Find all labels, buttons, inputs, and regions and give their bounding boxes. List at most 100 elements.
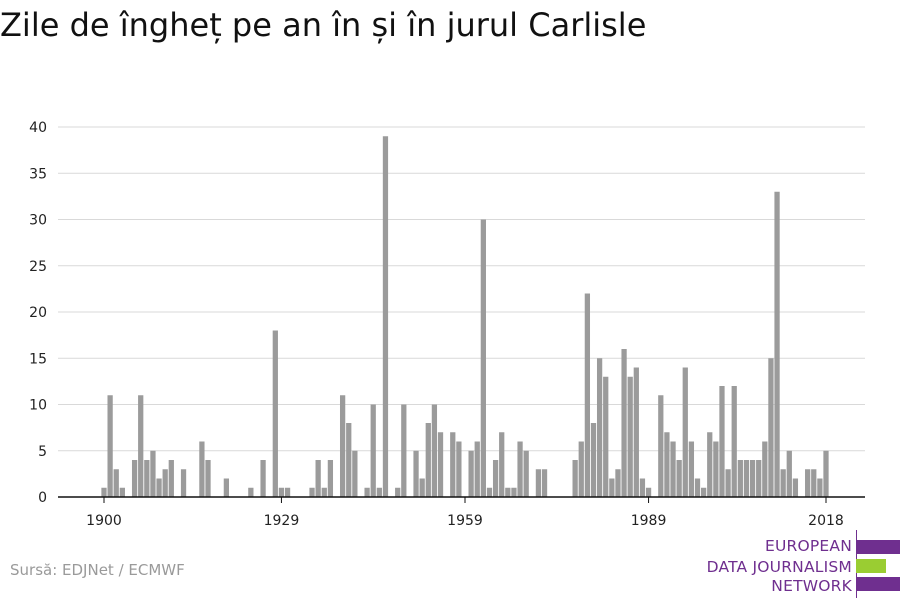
bar-1939 — [339, 395, 346, 497]
bar-1948 — [395, 487, 401, 497]
bar-1928 — [272, 330, 278, 497]
bar-1988 — [639, 478, 646, 497]
bar-1961 — [474, 441, 480, 497]
bar-1911 — [168, 460, 174, 497]
bar-1972 — [541, 469, 548, 497]
bar-1929 — [278, 487, 285, 497]
bar-chart: 0 5 10 15 20 25 30 35 40 1900 1929 1959 1989 2018 — [29, 120, 865, 529]
bar-1936 — [321, 487, 327, 497]
bar-1987 — [633, 367, 639, 497]
x-tick-label: 2018 — [808, 513, 844, 529]
bar-2001 — [719, 386, 725, 497]
bar-1993 — [670, 441, 676, 497]
bar-1920 — [223, 478, 230, 497]
bar-1999 — [707, 432, 713, 497]
bar-1903 — [119, 487, 125, 497]
bar-1952 — [419, 478, 425, 497]
logo-bar-top — [856, 540, 900, 554]
bar-2002 — [725, 469, 731, 497]
bar-1917 — [205, 460, 211, 497]
y-tick-label: 40 — [29, 120, 47, 136]
bar-1945 — [376, 487, 382, 497]
x-axis-ticks: 1900 1929 1959 1989 2018 — [86, 497, 844, 529]
bar-1934 — [309, 487, 315, 497]
y-tick-label: 30 — [29, 213, 47, 229]
chart-title: Zile de îngheț pe an în și în jurul Carl… — [0, 6, 647, 44]
bar-1992 — [664, 432, 670, 497]
bar-1977 — [572, 460, 578, 497]
bar-1937 — [327, 460, 334, 497]
bar-1953 — [425, 423, 431, 497]
bar-1969 — [523, 450, 529, 497]
bar-1968 — [517, 441, 523, 497]
bar-1924 — [248, 487, 254, 497]
bar-1997 — [694, 478, 701, 497]
x-tick-label: 1900 — [86, 513, 122, 529]
bar-1984 — [615, 469, 621, 497]
bar-1967 — [511, 487, 517, 497]
bar-2008 — [762, 441, 768, 497]
bar-2007 — [756, 460, 762, 497]
bar-1935 — [315, 460, 321, 497]
bar-2005 — [743, 460, 750, 497]
bar-1971 — [535, 469, 542, 497]
bar-1964 — [492, 460, 499, 497]
bar-2018 — [823, 450, 829, 497]
bar-1978 — [578, 441, 584, 497]
bar-2011 — [780, 469, 786, 497]
y-tick-label: 35 — [29, 166, 47, 182]
x-tick-label: 1989 — [631, 513, 667, 529]
bar-2015 — [805, 469, 811, 497]
y-tick-label: 25 — [29, 259, 47, 275]
bar-1962 — [480, 219, 486, 497]
bar-1994 — [676, 460, 682, 497]
bar-1963 — [486, 487, 493, 497]
bar-1910 — [162, 469, 168, 497]
y-tick-label: 0 — [38, 490, 47, 506]
bar-2006 — [749, 460, 756, 497]
bar-1958 — [456, 441, 462, 497]
bar-1960 — [468, 450, 474, 497]
edjnet-logo[interactable]: EUROPEAN DATA JOURNALISM NETWORK — [700, 528, 900, 600]
y-tick-label: 20 — [29, 305, 47, 321]
bar-2016 — [811, 469, 817, 497]
source-note: Sursă: EDJNet / ECMWF — [10, 561, 185, 579]
bar-1983 — [609, 478, 615, 497]
bar-1908 — [150, 450, 156, 497]
bar-1941 — [352, 450, 358, 497]
bar-1966 — [505, 487, 511, 497]
logo-bar-bottom — [856, 577, 900, 591]
bar-2000 — [713, 441, 719, 497]
bar-1913 — [180, 469, 187, 497]
bar-1940 — [346, 423, 352, 497]
bar-2012 — [786, 450, 792, 497]
y-axis-ticks: 0 5 10 15 20 25 30 35 40 — [29, 120, 47, 506]
bar-1946 — [382, 136, 389, 497]
bar-2004 — [737, 460, 743, 497]
bar-2017 — [817, 478, 823, 497]
bars — [101, 136, 829, 497]
bar-1979 — [584, 293, 591, 497]
gridlines — [58, 126, 865, 452]
bar-1998 — [700, 487, 707, 497]
x-tick-label: 1929 — [264, 513, 300, 529]
bar-1989 — [645, 487, 652, 497]
logo-line-2: DATA JOURNALISM — [706, 558, 852, 576]
bar-1965 — [499, 432, 505, 497]
bar-1907 — [144, 460, 150, 497]
bar-1900 — [101, 487, 107, 497]
bar-2013 — [792, 478, 799, 497]
logo-bar-middle — [856, 559, 886, 573]
bar-1909 — [156, 478, 162, 497]
bar-2009 — [768, 358, 774, 497]
bar-1949 — [401, 404, 407, 497]
y-tick-label: 15 — [29, 351, 47, 367]
bar-1951 — [413, 450, 419, 497]
bar-1905 — [131, 460, 138, 497]
bar-1957 — [450, 432, 456, 497]
bar-2003 — [731, 386, 737, 497]
bar-1944 — [370, 404, 376, 497]
bar-1995 — [682, 367, 688, 497]
bar-1916 — [199, 441, 205, 497]
logo-line-3: NETWORK — [771, 577, 852, 595]
